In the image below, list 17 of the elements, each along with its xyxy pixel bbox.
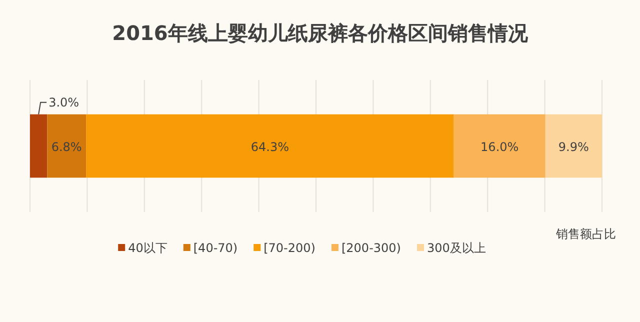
legend-label: [40-70) — [193, 241, 238, 255]
bar — [545, 114, 602, 178]
data-label: 3.0% — [48, 95, 80, 110]
data-label: 9.9% — [558, 140, 589, 154]
bar — [47, 114, 86, 178]
legend-label: [70-200) — [264, 241, 316, 255]
legend-label: 40以下 — [128, 241, 168, 255]
legend-label: [200-300) — [341, 241, 401, 255]
data-label: 6.8% — [51, 140, 82, 154]
data-label: 16.0% — [480, 140, 519, 154]
data-label: 64.3% — [250, 140, 290, 154]
bar — [86, 114, 454, 178]
bar — [30, 114, 48, 178]
bar — [454, 114, 546, 178]
legend-label: 300及以上 — [427, 241, 486, 255]
x-axis-title: 销售额占比 — [555, 227, 616, 241]
chart-title: 2016年线上婴幼儿纸尿裤各价格区间销售情况 — [112, 21, 529, 45]
